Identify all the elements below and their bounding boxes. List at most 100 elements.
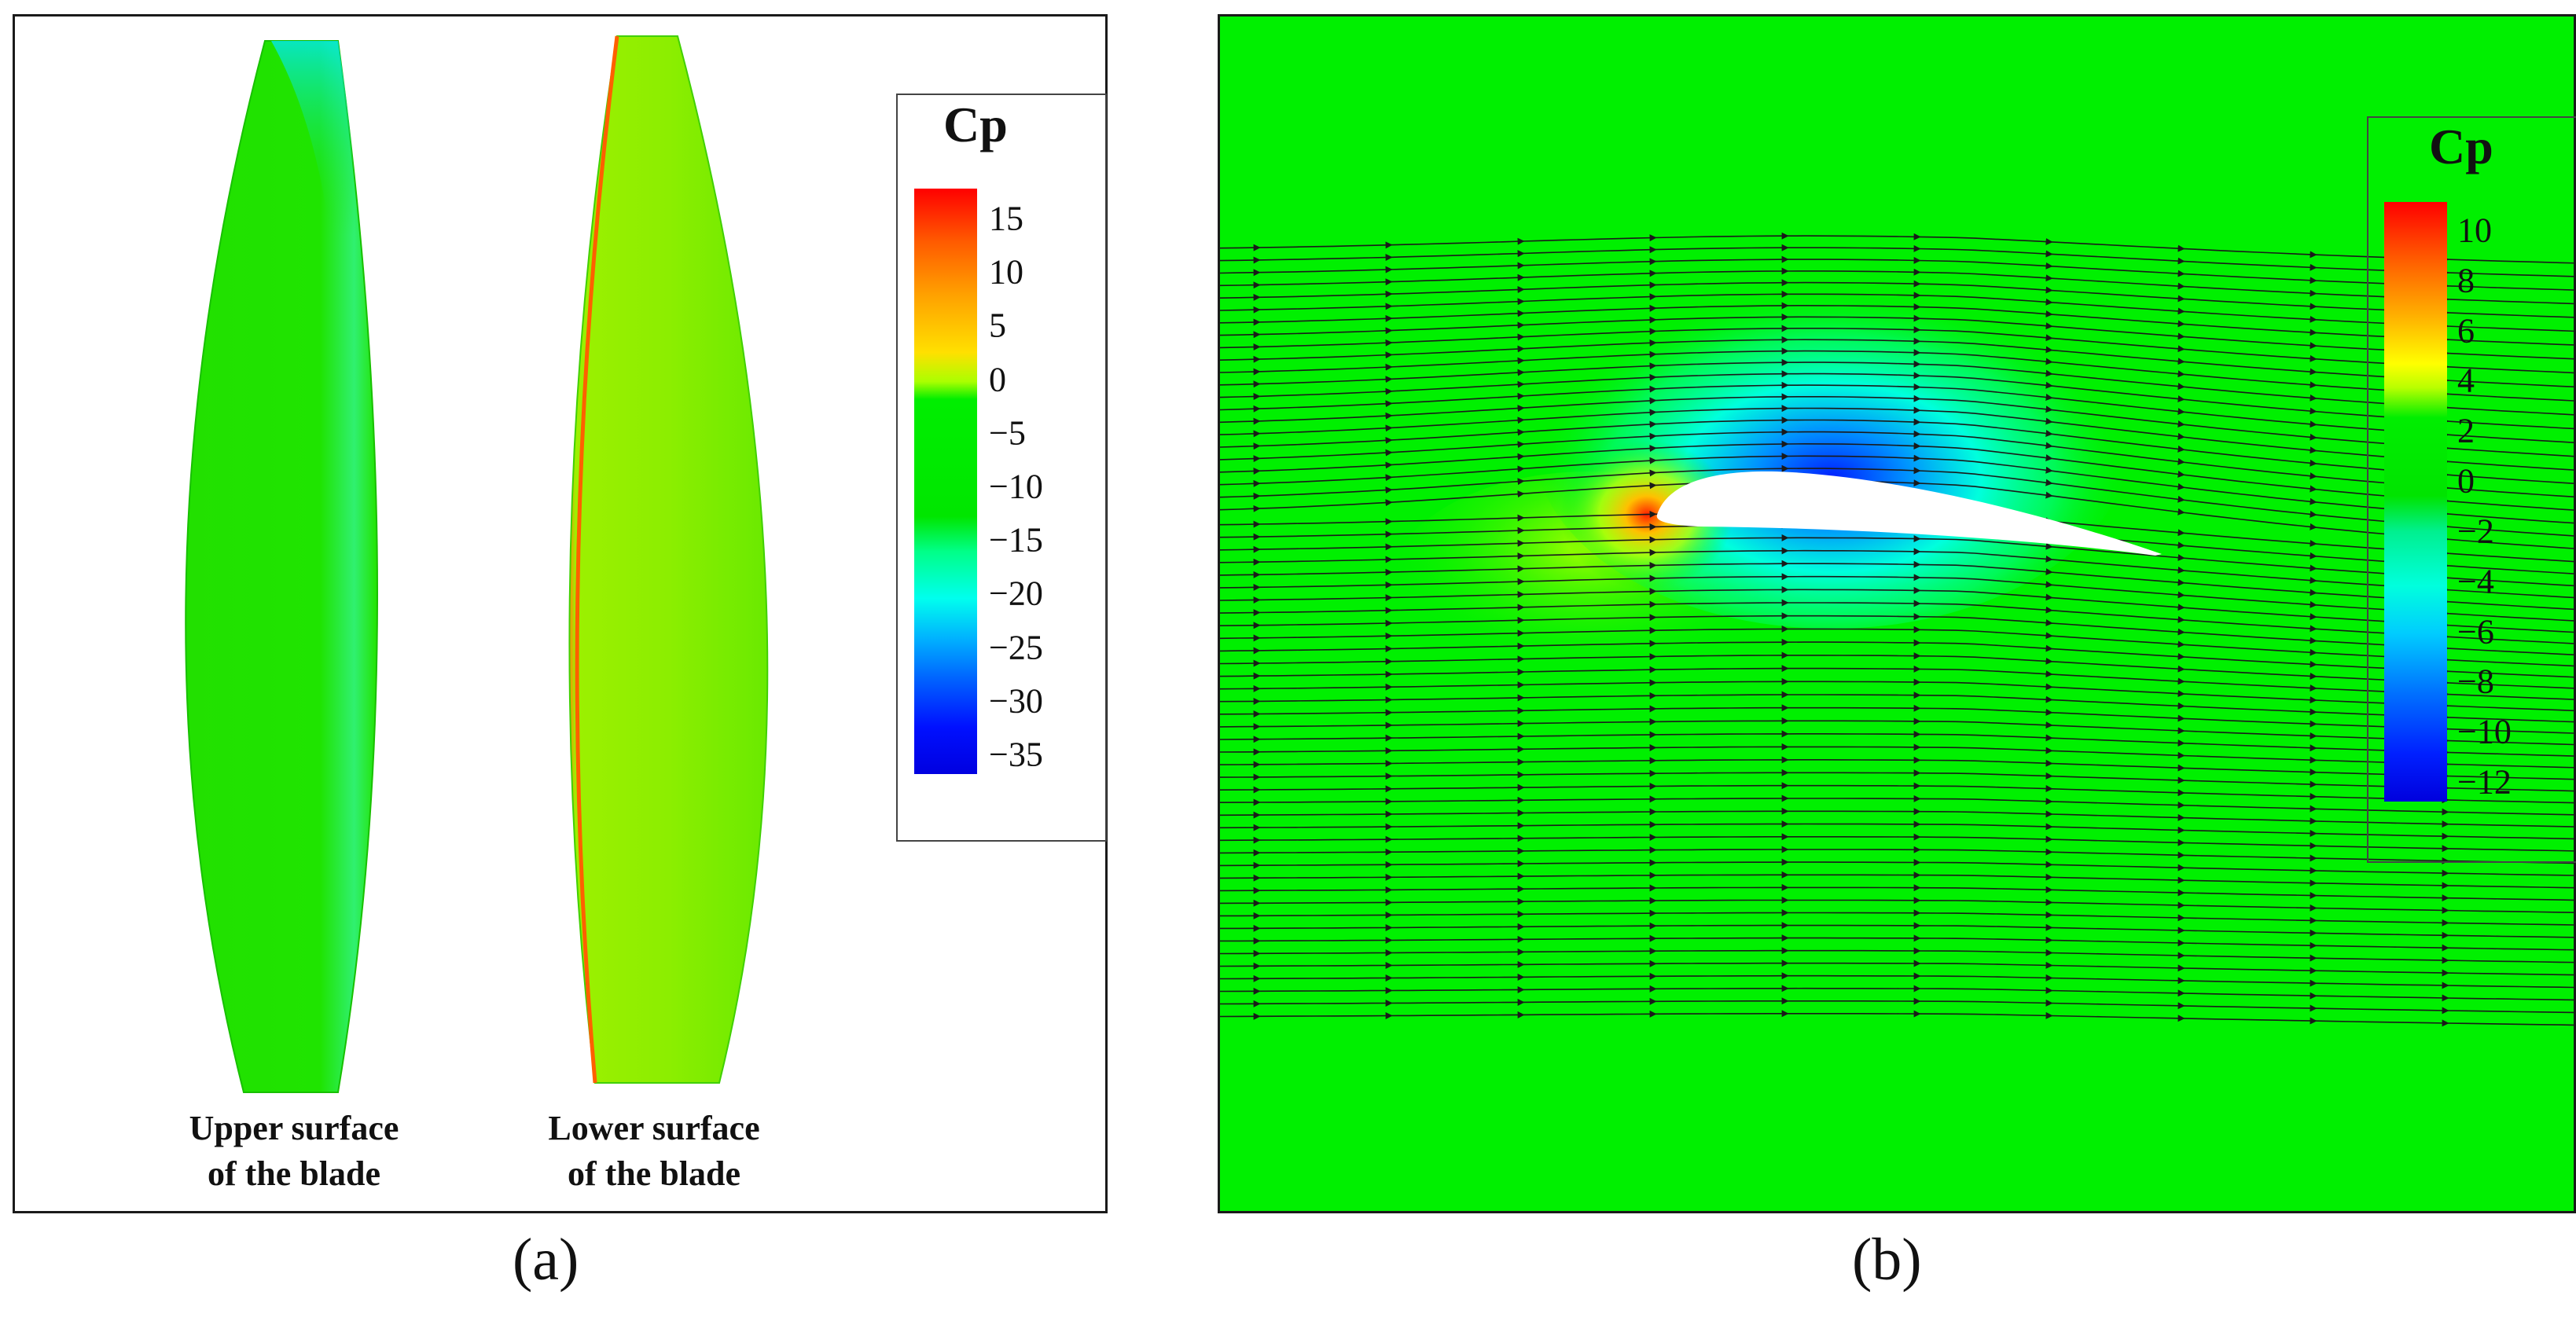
cp-legend-b-tick: 0 (2457, 461, 2475, 501)
streamline (1220, 589, 2574, 633)
panel-a-label: (a) (513, 1227, 579, 1293)
streamline (1220, 823, 2574, 840)
streamline (1220, 706, 2574, 734)
streamline (1220, 537, 2574, 587)
cp-legend-a-tick: −25 (989, 628, 1043, 667)
streamline (1220, 641, 2574, 678)
cp-legend-b-tick: −8 (2457, 662, 2494, 701)
streamline (1220, 937, 2574, 951)
streamline (1220, 667, 2574, 700)
streamline (1220, 962, 2574, 976)
streamline (1220, 798, 2574, 816)
streamline (1220, 974, 2574, 989)
streamline (1220, 720, 2574, 746)
streamline (1220, 339, 2574, 388)
streamline (1220, 694, 2574, 723)
streamline (1220, 987, 2574, 1001)
cp-legend-a-tick: 5 (989, 306, 1006, 345)
cp-legend-b-tick: 4 (2457, 361, 2475, 400)
streamline (1220, 655, 2574, 689)
upper-blade-caption: Upper surface of the blade (164, 1106, 424, 1197)
cp-legend-a-title: Cp (943, 97, 1008, 152)
streamline (1220, 304, 2574, 346)
streamline (1220, 259, 2574, 291)
cp-legend-a-tick: −35 (989, 735, 1043, 774)
streamline (1220, 615, 2574, 656)
streamline (1220, 480, 2574, 549)
cp-legend-b-tick: 8 (2457, 261, 2475, 300)
cp-legend-b-tick: −4 (2457, 562, 2494, 601)
streamline (1220, 468, 2574, 537)
streamline (1220, 442, 2574, 511)
streamline (1220, 281, 2574, 318)
streamline (1220, 270, 2574, 305)
cp-legend-a-tick: 0 (989, 360, 1006, 399)
cp-legend-b-title: Cp (2429, 119, 2493, 174)
upper-surface-blade (185, 40, 378, 1093)
streamline (1220, 431, 2574, 498)
airfoil-section (1656, 471, 2162, 556)
streamline (1220, 681, 2574, 712)
upper-blade-caption-line2: of the blade (208, 1154, 380, 1193)
cp-legend-a-tick: −30 (989, 681, 1043, 721)
streamline (1220, 772, 2574, 792)
streamline (1220, 861, 2574, 876)
upper-blade-caption-line1: Upper surface (189, 1109, 399, 1147)
cp-legend-a-tick: −5 (989, 413, 1026, 453)
panel-b-label: (b) (1852, 1227, 1922, 1293)
streamline (1220, 949, 2574, 963)
cp-legend-b-tick: −6 (2457, 612, 2494, 651)
streamline (1220, 912, 2574, 926)
streamline (1220, 810, 2574, 827)
cp-legend-b-tick: −12 (2457, 762, 2512, 802)
streamline (1220, 419, 2574, 485)
streamline (1220, 759, 2574, 780)
streamline (1220, 407, 2574, 471)
cp-legend-a-tick: 10 (989, 252, 1023, 292)
streamline (1220, 1000, 2574, 1014)
streamline (1220, 575, 2574, 622)
streamline (1220, 549, 2574, 599)
streamline (1220, 384, 2574, 443)
cp-colorbar-a (914, 189, 977, 774)
streamline (1220, 350, 2574, 402)
streamline (1220, 784, 2574, 804)
lower-blade-leading-edge (575, 35, 619, 1084)
cp-colorbar-b (2384, 202, 2447, 802)
streamline (1220, 899, 2574, 914)
streamline (1220, 886, 2574, 901)
cp-legend-a-tick: 15 (989, 199, 1023, 238)
streamline (1220, 1013, 2574, 1026)
upper-blade-tip-highlight (271, 41, 358, 236)
streamline (1220, 746, 2574, 769)
lower-blade-caption: Lower surface of the blade (524, 1106, 784, 1197)
cp-legend-b-tick: −2 (2457, 512, 2494, 551)
streamline (1220, 247, 2574, 277)
streamline (1220, 849, 2574, 864)
cp-legend-a-tick: −20 (989, 574, 1043, 613)
streamline (1220, 293, 2574, 332)
lower-blade-caption-line1: Lower surface (548, 1109, 760, 1147)
streamline (1220, 316, 2574, 360)
streamlines (1220, 232, 2574, 1027)
streamline (1220, 396, 2574, 457)
cp-legend-b-tick: 6 (2457, 311, 2475, 350)
streamline (1220, 874, 2574, 889)
streamline (1220, 455, 2574, 524)
streamline (1220, 328, 2574, 374)
lower-blade-caption-line2: of the blade (568, 1154, 740, 1193)
cp-legend-b-tick: 10 (2457, 211, 2492, 250)
cp-legend-a-tick: −10 (989, 467, 1043, 506)
streamline (1220, 372, 2574, 430)
cp-legend-b (2367, 116, 2576, 863)
streamline (1220, 836, 2574, 852)
cp-legend-a-tick: −15 (989, 520, 1043, 560)
streamline (1220, 235, 2574, 264)
streamline (1220, 733, 2574, 757)
streamline (1220, 628, 2574, 667)
lower-surface-blade (568, 35, 769, 1084)
streamline (1220, 924, 2574, 938)
cp-legend-b-tick: 2 (2457, 411, 2475, 450)
